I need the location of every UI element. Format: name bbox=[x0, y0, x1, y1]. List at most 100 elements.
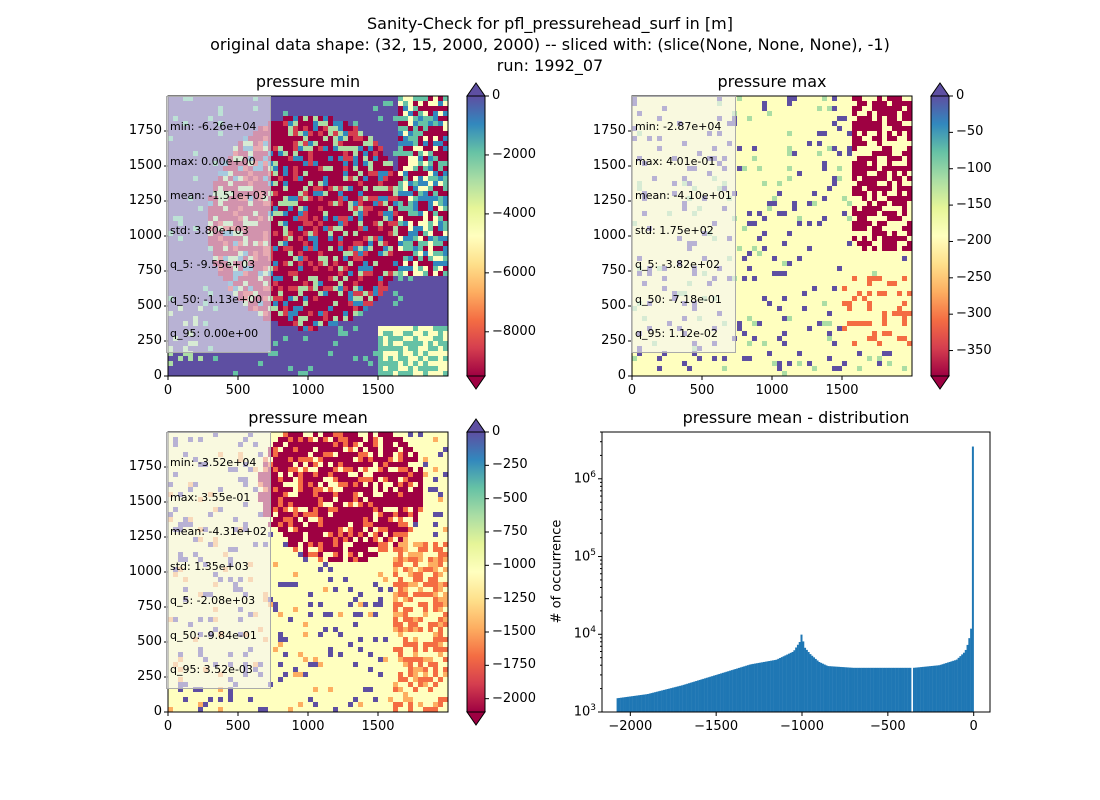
heatmap-cell bbox=[742, 156, 748, 162]
heatmap-cell bbox=[772, 136, 778, 142]
heatmap-cell bbox=[902, 181, 908, 187]
heatmap-cell bbox=[398, 361, 404, 367]
heatmap-cell bbox=[857, 111, 863, 117]
heatmap-cell bbox=[328, 336, 334, 342]
heatmap-cell bbox=[797, 241, 803, 247]
heatmap-cell bbox=[852, 111, 858, 117]
heatmap-cell bbox=[398, 186, 404, 192]
heatmap-cell bbox=[872, 131, 878, 137]
heatmap-cell bbox=[752, 241, 758, 247]
heatmap-cell bbox=[787, 156, 793, 162]
heatmap-cell bbox=[368, 226, 374, 232]
heatmap-cell bbox=[408, 341, 414, 347]
heatmap-cell bbox=[837, 101, 843, 107]
heatmap-cell bbox=[403, 271, 409, 277]
heatmap-cell bbox=[752, 231, 758, 237]
heatmap-cell bbox=[857, 121, 863, 127]
heatmap-cell bbox=[333, 206, 339, 212]
heatmap-cell bbox=[353, 221, 359, 227]
heatmap-cell bbox=[443, 346, 449, 352]
heatmap-cell bbox=[832, 241, 838, 247]
heatmap-cell bbox=[353, 236, 359, 242]
heatmap-cell bbox=[333, 141, 339, 147]
heatmap-cell bbox=[283, 271, 289, 277]
heatmap-cell bbox=[333, 296, 339, 302]
heatmap-cell bbox=[388, 296, 394, 302]
heatmap-cell bbox=[807, 121, 813, 127]
heatmap-cell bbox=[433, 201, 439, 207]
heatmap-cell bbox=[298, 281, 304, 287]
heatmap-cell bbox=[398, 311, 404, 317]
heatmap-cell bbox=[837, 156, 843, 162]
heatmap-cell bbox=[358, 266, 364, 272]
heatmap-cell bbox=[298, 101, 304, 107]
heatmap-cell bbox=[328, 176, 334, 182]
heatmap-cell bbox=[423, 321, 429, 327]
heatmap-cell bbox=[298, 126, 304, 132]
heatmap-cell bbox=[872, 101, 878, 107]
heatmap-cell bbox=[413, 291, 419, 297]
heatmap-cell bbox=[338, 356, 344, 362]
heatmap-cell bbox=[373, 266, 379, 272]
heatmap-cell bbox=[907, 96, 913, 102]
heatmap-cell bbox=[323, 121, 329, 127]
heatmap-cell bbox=[762, 106, 768, 112]
heatmap-cell bbox=[817, 111, 823, 117]
heatmap-cell bbox=[353, 171, 359, 177]
heatmap-cell bbox=[872, 106, 878, 112]
heatmap-cell bbox=[273, 121, 279, 127]
heatmap-cell bbox=[328, 171, 334, 177]
heatmap-cell bbox=[278, 311, 284, 317]
heatmap-cell bbox=[273, 166, 279, 172]
heatmap-cell bbox=[333, 126, 339, 132]
heatmap-cell bbox=[862, 251, 868, 257]
heatmap-cell bbox=[298, 166, 304, 172]
heatmap-cell bbox=[423, 221, 429, 227]
heatmap-cell bbox=[313, 196, 319, 202]
heatmap-cell bbox=[388, 316, 394, 322]
heatmap-cell bbox=[373, 351, 379, 357]
heatmap-cell bbox=[423, 346, 429, 352]
heatmap-cell bbox=[747, 131, 753, 137]
heatmap-cell bbox=[767, 131, 773, 137]
heatmap-cell bbox=[283, 181, 289, 187]
heatmap-cell bbox=[413, 171, 419, 177]
heatmap-cell bbox=[892, 251, 898, 257]
heatmap-cell bbox=[423, 136, 429, 142]
heatmap-cell bbox=[378, 171, 384, 177]
heatmap-cell bbox=[348, 301, 354, 307]
heatmap-cell bbox=[343, 301, 349, 307]
heatmap-cell bbox=[278, 221, 284, 227]
heatmap-cell bbox=[438, 346, 444, 352]
heatmap-cell bbox=[443, 246, 449, 252]
heatmap-cell bbox=[388, 291, 394, 297]
heatmap-cell bbox=[358, 336, 364, 342]
heatmap-cell bbox=[363, 211, 369, 217]
heatmap-cell bbox=[348, 331, 354, 337]
heatmap-cell bbox=[882, 101, 888, 107]
heatmap-cell bbox=[433, 226, 439, 232]
heatmap-cell bbox=[323, 286, 329, 292]
heatmap-cell bbox=[313, 101, 319, 107]
heatmap-cell bbox=[388, 326, 394, 332]
heatmap-cell bbox=[757, 116, 763, 122]
heatmap-cell bbox=[273, 316, 279, 322]
heatmap-cell bbox=[777, 146, 783, 152]
heatmap-cell bbox=[293, 266, 299, 272]
heatmap-cell bbox=[283, 346, 289, 352]
heatmap-cell bbox=[308, 291, 314, 297]
heatmap-cell bbox=[737, 126, 743, 132]
heatmap-cell bbox=[433, 356, 439, 362]
heatmap-cell bbox=[353, 281, 359, 287]
heatmap-cell bbox=[343, 291, 349, 297]
heatmap-cell bbox=[807, 106, 813, 112]
heatmap-cell bbox=[208, 371, 214, 377]
heatmap-cell bbox=[318, 166, 324, 172]
heatmap-cell bbox=[348, 226, 354, 232]
heatmap-cell bbox=[388, 366, 394, 372]
heatmap-cell bbox=[423, 151, 429, 157]
heatmap-cell bbox=[742, 96, 748, 102]
heatmap-cell bbox=[293, 196, 299, 202]
heatmap-cell bbox=[772, 96, 778, 102]
heatmap-cell bbox=[787, 111, 793, 117]
